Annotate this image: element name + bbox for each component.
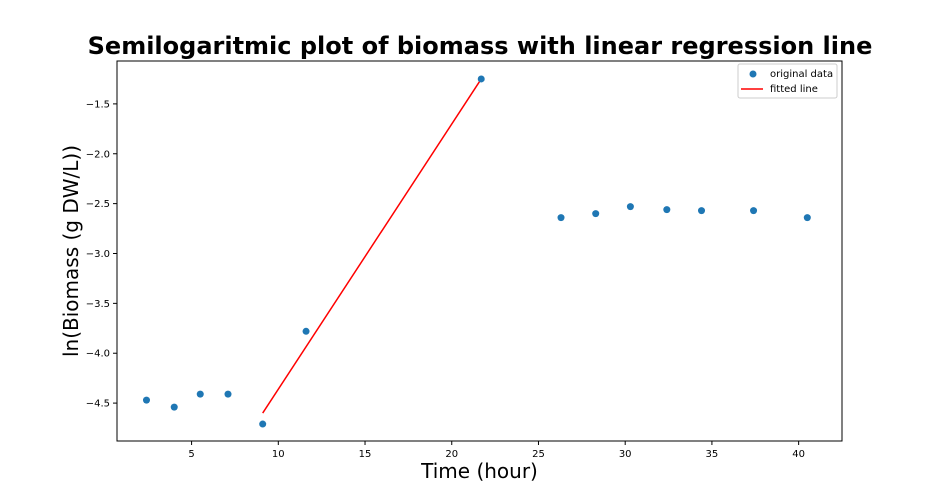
x-tick-label: 25 [532, 449, 545, 460]
legend: original data fitted line [737, 63, 838, 99]
x-tick-label: 20 [445, 449, 458, 460]
fitted-line [262, 78, 482, 414]
data-point [170, 403, 178, 411]
data-point [557, 214, 565, 222]
x-axis: 5 10 15 20 25 30 35 40 [188, 441, 805, 460]
x-axis-label: Time (hour) [420, 459, 538, 483]
data-point [142, 396, 150, 404]
data-point [196, 390, 204, 398]
y-axis-label: ln(Biomass (g DW/L)) [59, 145, 83, 357]
data-point [259, 420, 267, 428]
legend-label-original-data: original data [770, 69, 833, 80]
data-point [803, 214, 811, 222]
data-point [663, 206, 671, 214]
x-tick-label: 15 [359, 449, 372, 460]
data-point [698, 207, 706, 215]
y-tick-label: −3.0 [86, 249, 110, 260]
y-tick-label: −4.0 [86, 349, 110, 360]
y-tick-label: −1.5 [86, 99, 110, 110]
data-point [626, 203, 634, 211]
x-tick-label: 35 [706, 449, 719, 460]
x-tick-label: 40 [792, 449, 805, 460]
plot-area [116, 60, 843, 442]
chart-title: Semilogaritmic plot of biomass with line… [88, 32, 873, 60]
data-point [750, 207, 758, 215]
x-tick-label: 5 [188, 449, 194, 460]
y-tick-label: −2.0 [86, 149, 110, 160]
y-tick-label: −3.5 [86, 299, 110, 310]
y-tick-label: −4.5 [86, 399, 110, 410]
series-layer [142, 75, 811, 428]
legend-label-fitted-line: fitted line [770, 84, 818, 95]
data-point [477, 75, 485, 83]
legend-marker-original-data [749, 70, 757, 78]
y-axis: −1.5 −2.0 −2.5 −3.0 −3.5 −4.0 −4.5 [86, 99, 117, 410]
x-tick-label: 30 [619, 449, 632, 460]
data-point [592, 210, 600, 218]
y-tick-label: −2.5 [86, 199, 110, 210]
data-point [302, 327, 310, 335]
data-point [224, 390, 232, 398]
x-tick-label: 10 [272, 449, 285, 460]
